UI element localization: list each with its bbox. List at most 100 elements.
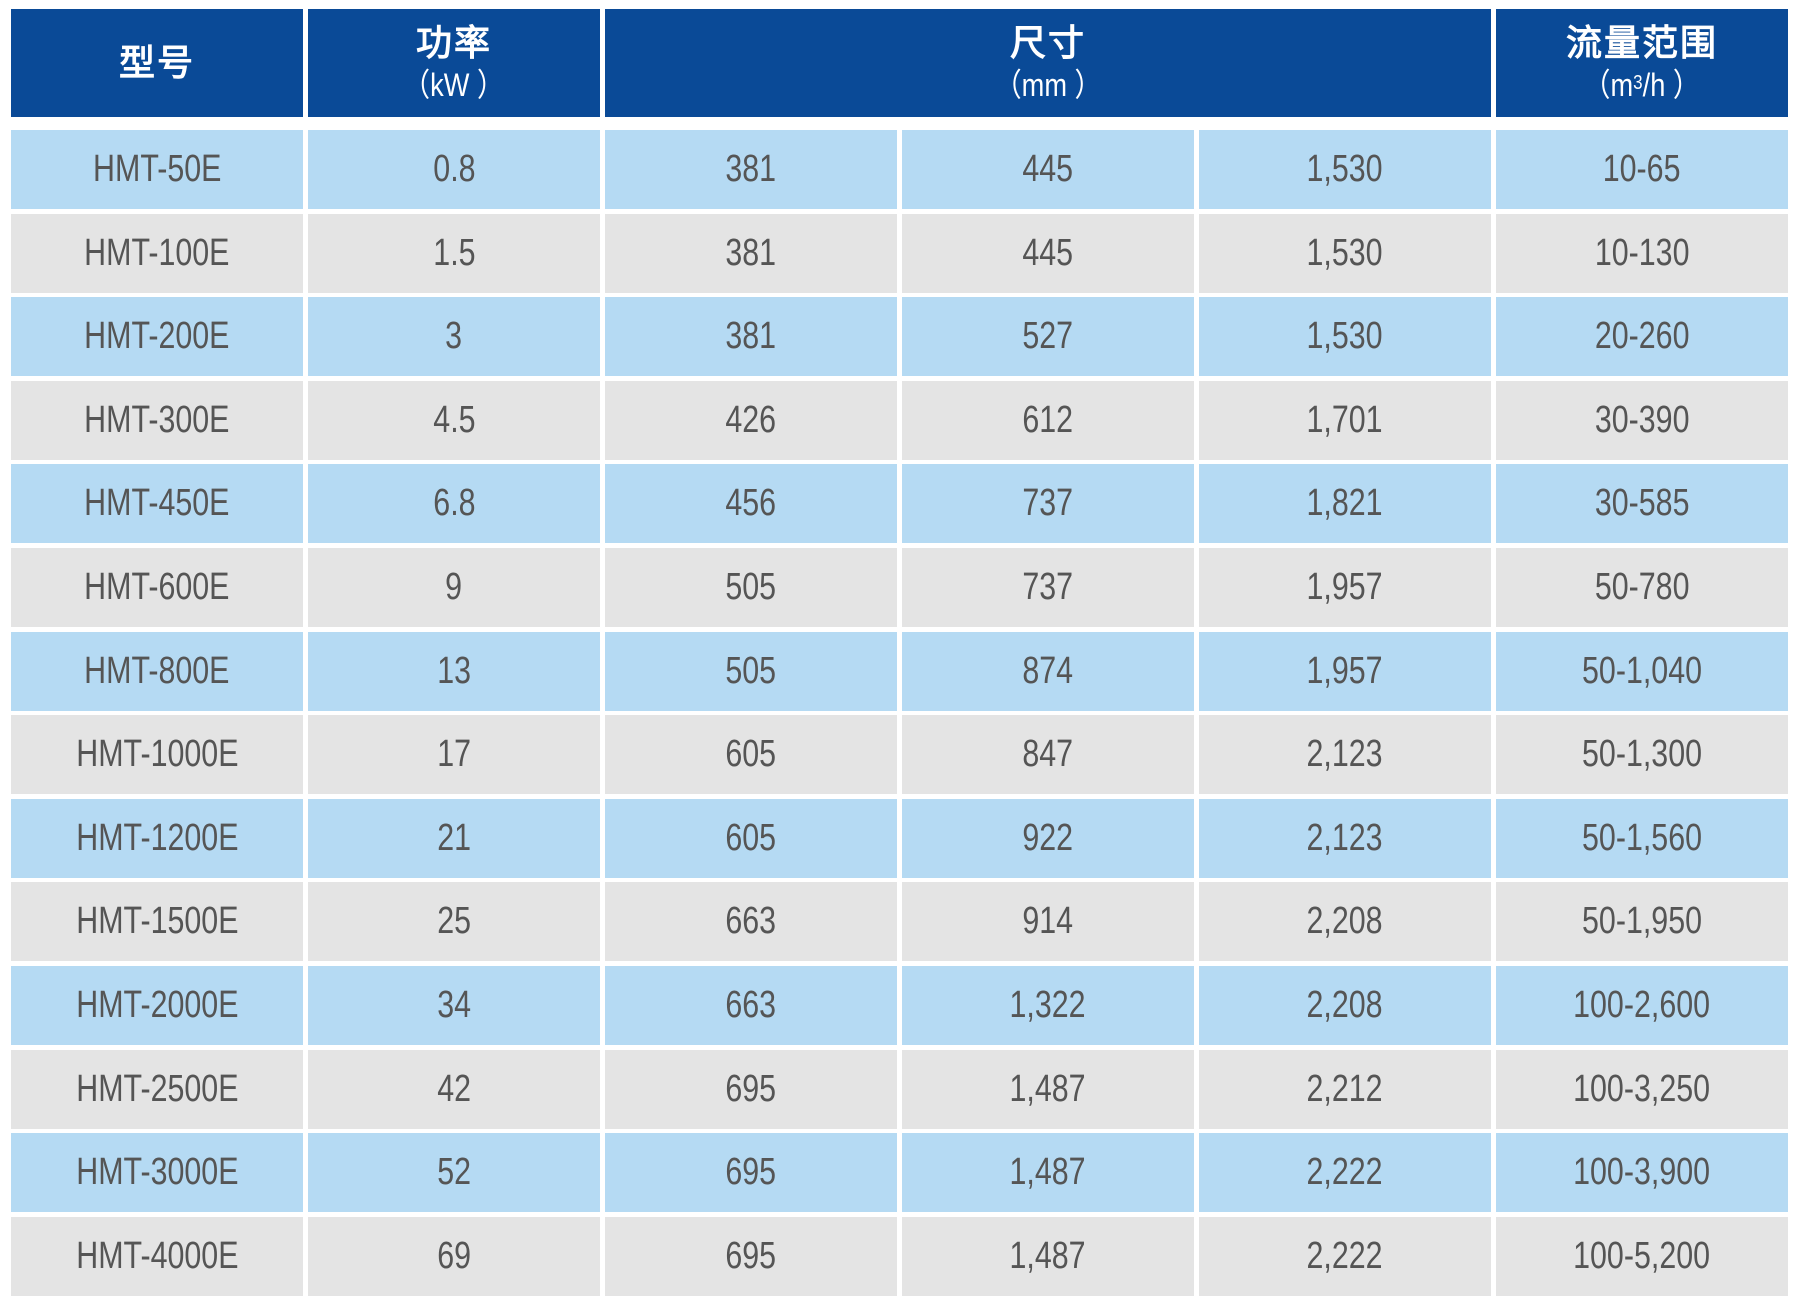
cell-model: HMT-450E	[11, 464, 303, 544]
cell-dim-3-text: 2,123	[1306, 816, 1384, 859]
cell-dim-2-text: 847	[1022, 733, 1074, 776]
cell-power: 42	[308, 1049, 600, 1129]
cell-flow: 50-1,950	[1496, 882, 1788, 962]
cell-dim-1: 505	[605, 547, 897, 627]
cell-power: 25	[308, 882, 600, 962]
header-flow: 流量范围 （m3/h ）	[1496, 9, 1788, 117]
cell-dim-2: 874	[902, 631, 1194, 711]
cell-dim-3: 1,701	[1199, 380, 1491, 460]
cell-dim-3: 2,212	[1199, 1049, 1491, 1129]
cell-power: 69	[308, 1216, 600, 1296]
table-row: HMT-2500E 42 695 1,487 2,212 100-3,250	[11, 1049, 1790, 1129]
cell-dim-2: 1,487	[902, 1133, 1194, 1213]
cell-dim-1: 695	[605, 1049, 897, 1129]
cell-dim-2-text: 737	[1022, 565, 1074, 608]
cell-dim-3: 2,123	[1199, 798, 1491, 878]
cell-dim-2: 445	[902, 213, 1194, 293]
cell-power-text: 6.8	[432, 482, 476, 525]
cell-model: HMT-100E	[11, 213, 303, 293]
cell-flow-text: 50-1,950	[1581, 900, 1702, 943]
cell-model-text: HMT-2500E	[75, 1067, 239, 1110]
cell-dim-3: 2,222	[1199, 1216, 1491, 1296]
cell-dim-3-text: 1,957	[1306, 649, 1384, 692]
cell-model-text: HMT-200E	[84, 315, 230, 358]
cell-model-text: HMT-300E	[84, 398, 230, 441]
cell-flow: 100-5,200	[1496, 1216, 1788, 1296]
cell-model: HMT-50E	[11, 130, 303, 209]
cell-dim-1: 695	[605, 1133, 897, 1213]
cell-flow-text: 100-3,900	[1573, 1151, 1711, 1194]
cell-dim-1-text: 605	[725, 733, 777, 776]
cell-dim-2: 737	[902, 547, 1194, 627]
cell-dim-3: 2,222	[1199, 1133, 1491, 1213]
cell-flow-text: 100-2,600	[1573, 983, 1711, 1026]
cell-flow-text: 100-3,250	[1573, 1067, 1711, 1110]
cell-flow-text: 30-585	[1594, 482, 1690, 525]
cell-flow: 50-780	[1496, 547, 1788, 627]
cell-dim-1-text: 456	[725, 482, 777, 525]
cell-dim-3-text: 2,123	[1306, 733, 1384, 776]
cell-power-text: 1.5	[432, 231, 476, 274]
cell-model: HMT-2000E	[11, 965, 303, 1045]
cell-model: HMT-600E	[11, 547, 303, 627]
cell-model-text: HMT-1500E	[75, 900, 239, 943]
cell-model: HMT-1000E	[11, 715, 303, 795]
cell-dim-3: 1,530	[1199, 130, 1491, 209]
cell-flow: 30-390	[1496, 380, 1788, 460]
cell-model: HMT-800E	[11, 631, 303, 711]
cell-power-text: 69	[437, 1234, 471, 1277]
cell-power-text: 52	[437, 1151, 471, 1194]
cell-power: 6.8	[308, 464, 600, 544]
cell-dim-3-text: 1,530	[1306, 148, 1384, 190]
cell-dim-2-text: 922	[1022, 816, 1074, 859]
cell-flow: 30-585	[1496, 464, 1788, 544]
cell-model-text: HMT-3000E	[75, 1151, 239, 1194]
cell-dim-1: 663	[605, 965, 897, 1045]
cell-dim-3: 2,208	[1199, 882, 1491, 962]
cell-flow-text: 20-260	[1594, 315, 1690, 358]
cell-flow: 100-3,250	[1496, 1049, 1788, 1129]
cell-dim-2: 612	[902, 380, 1194, 460]
cell-dim-3: 2,123	[1199, 715, 1491, 795]
table-row: HMT-3000E 52 695 1,487 2,222 100-3,900	[11, 1133, 1790, 1213]
cell-dim-1-text: 505	[725, 565, 777, 608]
cell-dim-3: 1,530	[1199, 297, 1491, 377]
header-dimensions: 尺寸 （mm ）	[605, 9, 1491, 117]
cell-model: HMT-4000E	[11, 1216, 303, 1296]
cell-dim-1-text: 381	[725, 148, 777, 190]
cell-model-text: HMT-1000E	[75, 733, 239, 776]
cell-flow-text: 10-65	[1603, 148, 1681, 190]
cell-dim-3: 1,957	[1199, 547, 1491, 627]
cell-dim-2: 922	[902, 798, 1194, 878]
table-row: HMT-50E 0.8 381 445 1,530 10-65	[11, 130, 1790, 209]
cell-model: HMT-200E	[11, 297, 303, 377]
spec-table: 型号 功率 （kW ） 尺寸 （mm ） 流量范围 （m3/h ） HMT-50…	[11, 9, 1790, 1300]
cell-dim-1: 695	[605, 1216, 897, 1296]
cell-dim-2-text: 914	[1022, 900, 1074, 943]
header-power: 功率 （kW ）	[308, 9, 600, 117]
cell-flow: 100-2,600	[1496, 965, 1788, 1045]
table-row: HMT-600E 9 505 737 1,957 50-780	[11, 547, 1790, 627]
cell-dim-2-text: 1,487	[1009, 1151, 1087, 1194]
cell-power: 3	[308, 297, 600, 377]
cell-dim-1-text: 505	[725, 649, 777, 692]
cell-dim-2: 914	[902, 882, 1194, 962]
cell-power: 1.5	[308, 213, 600, 293]
cell-flow-text: 50-1,300	[1581, 733, 1702, 776]
cell-model-text: HMT-600E	[84, 565, 230, 608]
cell-dim-1-text: 381	[725, 231, 777, 274]
cell-power: 34	[308, 965, 600, 1045]
table-body: HMT-50E 0.8 381 445 1,530 10-65 HMT-100E 1.5 381…	[11, 130, 1790, 1296]
cell-dim-2-text: 445	[1022, 231, 1074, 274]
cell-dim-1-text: 695	[725, 1234, 777, 1277]
cell-power: 4.5	[308, 380, 600, 460]
cell-model-text: HMT-100E	[84, 231, 230, 274]
flow-unit-sup: 3	[1633, 72, 1643, 94]
header-power-title: 功率	[415, 22, 492, 63]
flow-unit-post: /h ）	[1642, 67, 1701, 103]
cell-dim-2-text: 612	[1022, 398, 1074, 441]
cell-dim-1: 381	[605, 130, 897, 209]
cell-dim-3-text: 1,821	[1306, 482, 1384, 525]
cell-dim-2: 1,487	[902, 1216, 1194, 1296]
table-row: HMT-1200E 21 605 922 2,123 50-1,560	[11, 798, 1790, 878]
